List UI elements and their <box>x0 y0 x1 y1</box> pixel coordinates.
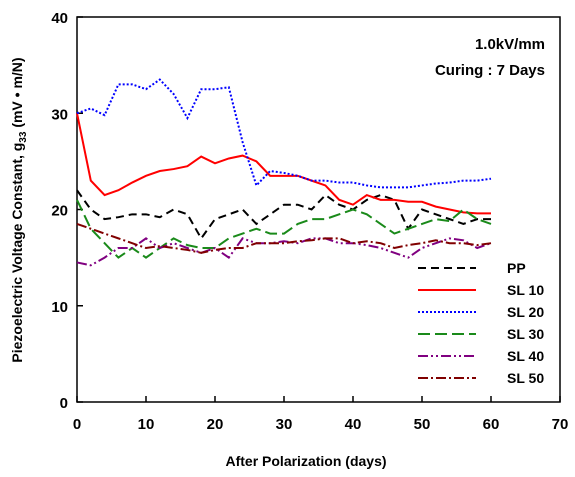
y-tick-label: 0 <box>60 395 68 412</box>
plot-frame <box>76 16 561 403</box>
x-tick-label: 20 <box>207 416 224 433</box>
y-tick-label: 30 <box>51 106 68 123</box>
x-tick-label: 50 <box>414 416 431 433</box>
legend-label: SL 10 <box>507 282 544 298</box>
y-tick-label: 40 <box>51 10 68 27</box>
y-label-text: Piezoelectric Voltage Constant, g <box>9 143 25 363</box>
legend-label: SL 50 <box>507 370 544 386</box>
x-tick-label: 10 <box>138 416 155 433</box>
series-line <box>76 189 491 241</box>
series-line <box>76 237 492 267</box>
legend-label: SL 40 <box>507 348 544 364</box>
x-axis-label: After Polarization (days) <box>225 453 386 469</box>
series-line <box>76 222 492 254</box>
y-tick-label: 10 <box>51 299 68 316</box>
x-tick-label: 30 <box>276 416 293 433</box>
x-tick-label: 40 <box>345 416 362 433</box>
x-tick-label: 0 <box>73 416 81 433</box>
y-axis-label: Piezoelectric Voltage Constant, g33 (mV … <box>9 57 29 362</box>
annotation: Curing : 7 Days <box>435 62 545 79</box>
annotation: 1.0kV/mm <box>475 36 545 53</box>
x-tick-label: 60 <box>483 416 500 433</box>
series-line <box>76 78 492 189</box>
legend-label: SL 20 <box>507 304 544 320</box>
series-line <box>76 113 491 215</box>
x-tick-label: 70 <box>552 416 569 433</box>
y-tick-label: 20 <box>51 203 68 220</box>
y-label-text: (mV • m/N) <box>9 57 25 131</box>
series-line <box>76 199 492 259</box>
y-label-sub: 33 <box>18 131 29 143</box>
legend-label: SL 30 <box>507 326 544 342</box>
legend-label: PP <box>507 260 526 276</box>
